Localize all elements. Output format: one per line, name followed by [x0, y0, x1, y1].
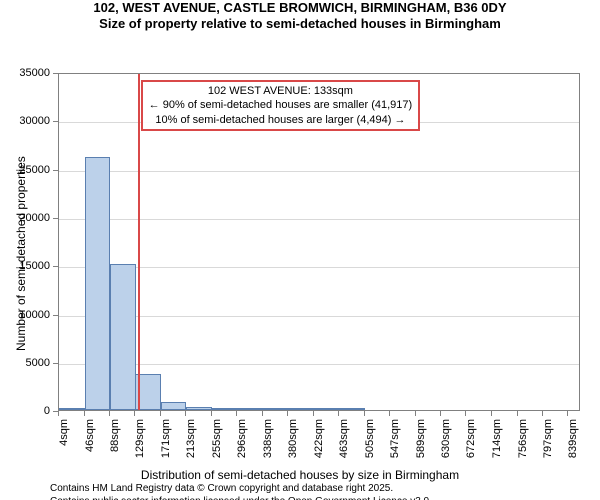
xtick-mark [211, 411, 212, 416]
xtick-mark [491, 411, 492, 416]
xtick-mark [517, 411, 518, 416]
xtick-label: 505sqm [364, 419, 376, 463]
xtick-mark [109, 411, 110, 416]
chart-title: 102, WEST AVENUE, CASTLE BROMWICH, BIRMI… [0, 0, 600, 31]
xtick-label: 463sqm [338, 419, 350, 463]
xtick-label: 380sqm [287, 419, 299, 463]
annotation-line3: 10% of semi-detached houses are larger (… [149, 113, 413, 127]
histogram-bar [288, 408, 314, 410]
xtick-mark [287, 411, 288, 416]
ytick-label: 30000 [0, 115, 50, 127]
xtick-mark [364, 411, 365, 416]
ytick-mark [53, 363, 58, 364]
title-line2: Size of property relative to semi-detach… [0, 16, 600, 32]
ytick-label: 5000 [0, 357, 50, 369]
annotation-line1: 102 WEST AVENUE: 133sqm [149, 84, 413, 98]
xtick-mark [440, 411, 441, 416]
ytick-mark [53, 218, 58, 219]
ytick-mark [53, 170, 58, 171]
xtick-label: 46sqm [84, 419, 96, 463]
xtick-label: 630sqm [440, 419, 452, 463]
xtick-label: 88sqm [109, 419, 121, 463]
xtick-label: 213sqm [185, 419, 197, 463]
histogram-bar [186, 407, 212, 410]
xtick-label: 338sqm [262, 419, 274, 463]
histogram-bar [314, 408, 340, 410]
xtick-mark [415, 411, 416, 416]
annotation-line2: ← 90% of semi-detached houses are smalle… [149, 98, 413, 112]
ytick-mark [53, 121, 58, 122]
xtick-label: 129sqm [134, 419, 146, 463]
histogram-bar [85, 157, 111, 410]
xtick-label: 296sqm [236, 419, 248, 463]
footer-attribution: Contains HM Land Registry data © Crown c… [0, 482, 600, 500]
xtick-label: 171sqm [160, 419, 172, 463]
xtick-label: 255sqm [211, 419, 223, 463]
footer-line2: Contains public sector information licen… [50, 495, 600, 500]
histogram-bar [110, 264, 136, 410]
plot-area: 102 WEST AVENUE: 133sqm← 90% of semi-det… [58, 73, 580, 411]
xtick-label: 422sqm [313, 419, 325, 463]
ytick-label: 35000 [0, 67, 50, 79]
histogram-bar [212, 408, 238, 410]
property-marker-line [138, 74, 140, 410]
histogram-bar [59, 408, 85, 410]
histogram-bar [161, 402, 187, 410]
xtick-mark [465, 411, 466, 416]
xtick-mark [338, 411, 339, 416]
xtick-label: 756sqm [517, 419, 529, 463]
chart-area: 102 WEST AVENUE: 133sqm← 90% of semi-det… [0, 31, 600, 466]
xtick-label: 4sqm [58, 419, 70, 463]
xtick-mark [262, 411, 263, 416]
histogram-bar [339, 408, 365, 410]
y-axis-label: Number of semi-detached properties [14, 156, 28, 351]
ytick-mark [53, 73, 58, 74]
xtick-label: 547sqm [389, 419, 401, 463]
xtick-label: 839sqm [567, 419, 579, 463]
xtick-mark [236, 411, 237, 416]
histogram-bar [237, 408, 263, 410]
xtick-label: 714sqm [491, 419, 503, 463]
histogram-bar [263, 408, 289, 410]
x-axis-label: Distribution of semi-detached houses by … [0, 468, 600, 482]
xtick-mark [160, 411, 161, 416]
xtick-mark [185, 411, 186, 416]
xtick-mark [313, 411, 314, 416]
xtick-label: 589sqm [415, 419, 427, 463]
xtick-mark [389, 411, 390, 416]
annotation-callout: 102 WEST AVENUE: 133sqm← 90% of semi-det… [141, 80, 421, 131]
xtick-mark [58, 411, 59, 416]
xtick-mark [84, 411, 85, 416]
ytick-mark [53, 315, 58, 316]
xtick-mark [542, 411, 543, 416]
title-line1: 102, WEST AVENUE, CASTLE BROMWICH, BIRMI… [0, 0, 600, 16]
xtick-label: 672sqm [465, 419, 477, 463]
ytick-mark [53, 266, 58, 267]
xtick-label: 797sqm [542, 419, 554, 463]
ytick-label: 0 [0, 405, 50, 417]
xtick-mark [134, 411, 135, 416]
footer-line1: Contains HM Land Registry data © Crown c… [50, 482, 600, 495]
xtick-mark [567, 411, 568, 416]
